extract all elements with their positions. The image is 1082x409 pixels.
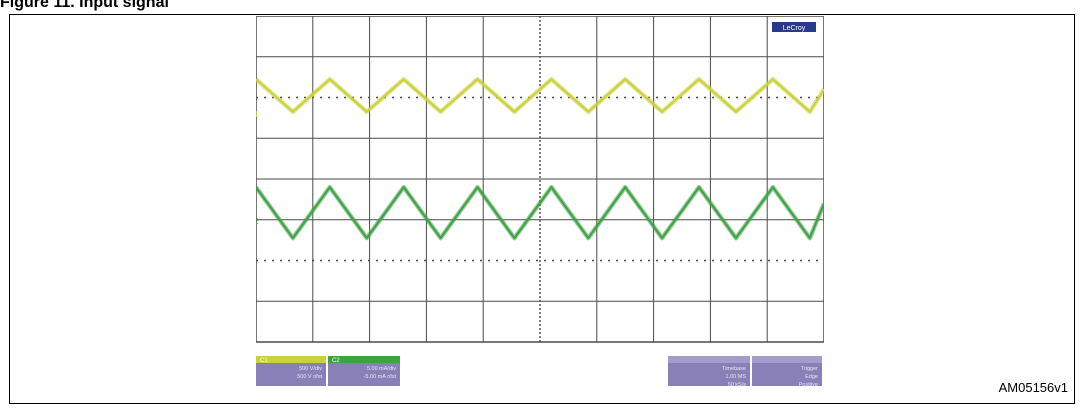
- channel-panel-2-line: -5.00 mA ofst: [364, 374, 397, 380]
- trigger-panel-header: [752, 356, 822, 363]
- channel-panel-1-line: 500 V/div: [299, 366, 322, 372]
- trigger-panel-line: Trigger: [801, 366, 818, 372]
- brand-label: LeCroy: [783, 25, 806, 32]
- channel-panel-2: C2 5.00 mA/div -5.00 mA ofst: [328, 356, 400, 386]
- channel-panel-1-header: [256, 356, 326, 363]
- figure-id: AM05156v1: [998, 380, 1068, 395]
- channel-panel-1-line: 500 V ofst: [297, 374, 322, 380]
- traces: [254, 76, 827, 241]
- grid: [256, 16, 824, 342]
- trigger-panel-line: Edge: [805, 374, 818, 380]
- timebase-panel-line: 1.00 MS: [726, 374, 747, 380]
- trace-ch2: [255, 186, 825, 240]
- figure-title: Figure 11. Input signal: [0, 0, 169, 11]
- timebase-panel-line: Timebase: [722, 366, 746, 372]
- channel-panel-2-line: 5.00 mA/div: [367, 366, 396, 372]
- brand-badge: LeCroy: [772, 22, 816, 32]
- figure-frame: [9, 14, 1075, 404]
- ch1-marker: 1: [256, 110, 259, 119]
- scope-svg: LeCroy 1 2 C1 500 V/div 500 V ofst C2 5.00 m…: [254, 15, 827, 388]
- timebase-panel-header: [668, 356, 750, 363]
- oscilloscope-screen: LeCroy 1 2 C1 500 V/div 500 V ofst C2 5.00 m…: [254, 15, 827, 390]
- trigger-panel-line: Positive: [799, 382, 818, 388]
- channel-panel-2-header: [328, 356, 400, 363]
- ch2-marker: 2: [256, 217, 259, 226]
- timebase-panel-line: 50 kS/s: [728, 382, 747, 388]
- trigger-panel: Trigger Edge Positive: [752, 356, 822, 388]
- info-panels: C1 500 V/div 500 V ofst C2 5.00 mA/div -5.00 …: [256, 356, 822, 388]
- channel-panel-1: C1 500 V/div 500 V ofst: [256, 356, 326, 386]
- channel-panel-2-label: C2: [332, 358, 340, 364]
- trace-ch1: [255, 78, 825, 113]
- channel-panel-1-label: C1: [260, 358, 268, 364]
- timebase-panel: Timebase 1.00 MS 50 kS/s: [668, 356, 750, 388]
